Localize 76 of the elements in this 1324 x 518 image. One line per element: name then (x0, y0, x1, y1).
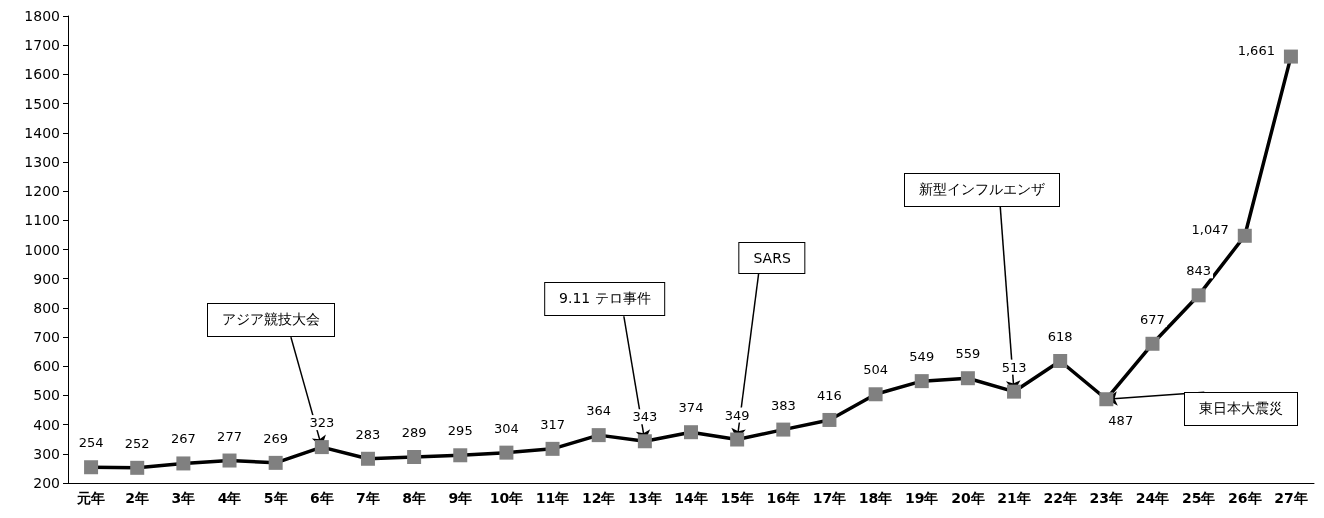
data-label: 487 (1108, 413, 1134, 429)
annotation: SARS (738, 241, 806, 274)
data-label: 416 (817, 387, 842, 403)
x-tick-label: 11年 (535, 490, 570, 506)
x-tick-label: 26年 (1228, 490, 1262, 506)
data-label: 343 (632, 409, 658, 425)
x-tick-label: 14年 (674, 490, 708, 506)
data-label: 252 (124, 435, 150, 451)
annotation: 東日本大震災 (1184, 392, 1299, 427)
data-label: 283 (355, 426, 381, 442)
x-tick-label: 24年 (1135, 490, 1170, 506)
data-label: 559 (955, 346, 981, 362)
data-label: 1,661 (1237, 42, 1275, 58)
annotation: 9.11 テロ事件 (544, 282, 666, 317)
y-tick-label: 1600 (24, 66, 60, 83)
data-label: 267 (170, 431, 196, 447)
x-tick-label: 16年 (766, 490, 801, 506)
y-tick-label: 700 (33, 329, 60, 346)
data-label: 374 (678, 400, 704, 416)
data-label: 677 (1140, 311, 1165, 327)
data-label: 618 (1047, 329, 1073, 344)
data-label: 277 (217, 428, 242, 444)
x-tick-label: 19年 (905, 490, 939, 506)
y-tick-label: 500 (33, 387, 60, 404)
y-tick-label: 1800 (24, 8, 60, 24)
x-tick-label: 15年 (720, 490, 754, 506)
x-tick-label: 20年 (951, 490, 985, 506)
x-tick-label: 3年 (171, 490, 196, 506)
x-tick-label: 13年 (628, 490, 662, 506)
y-tick-label: 1400 (24, 124, 60, 141)
x-tick-label: 元年 (76, 490, 106, 506)
x-tick-label: 7年 (356, 490, 380, 506)
x-tick-label: 4年 (217, 490, 242, 506)
data-label: 254 (78, 435, 104, 451)
y-tick-label: 1000 (24, 241, 60, 258)
x-tick-label: 12年 (581, 490, 616, 506)
x-tick-label: 17年 (812, 490, 847, 506)
y-tick-label: 1500 (24, 95, 60, 112)
y-tick-label: 300 (33, 445, 60, 462)
annotation: 新型インフルエンザ (904, 172, 1061, 207)
x-tick-label: 27年 (1274, 490, 1308, 506)
x-tick-label: 18年 (858, 490, 893, 506)
data-label: 323 (309, 415, 335, 431)
y-tick-label: 600 (33, 358, 60, 375)
y-tick-label: 400 (33, 416, 60, 433)
x-tick-label: 23年 (1089, 490, 1124, 506)
x-tick-label: 25年 (1181, 490, 1216, 506)
data-label: 504 (863, 362, 889, 378)
data-label: 269 (263, 430, 289, 446)
y-tick-label: 1200 (24, 183, 60, 200)
annotation: アジア競技大会 (206, 303, 335, 338)
y-tick-label: 1100 (24, 212, 60, 229)
data-label: 289 (401, 425, 427, 441)
x-tick-label: 10年 (489, 490, 524, 506)
x-tick-label: 9年 (448, 490, 473, 506)
data-label: 349 (724, 407, 750, 423)
data-label: 364 (586, 403, 612, 419)
x-tick-label: 22年 (1043, 490, 1077, 506)
y-tick-label: 1700 (24, 37, 60, 54)
x-tick-label: 8年 (402, 490, 426, 506)
data-label: 295 (447, 423, 473, 439)
y-tick-label: 200 (33, 475, 60, 491)
y-tick-label: 800 (33, 299, 60, 316)
y-tick-label: 1300 (24, 153, 60, 170)
x-tick-label: 6年 (309, 490, 334, 506)
data-label: 1,047 (1191, 221, 1229, 237)
y-tick-label: 900 (33, 270, 60, 287)
x-tick-label: 21年 (997, 490, 1031, 506)
data-label: 549 (909, 349, 935, 365)
data-label: 383 (770, 397, 796, 413)
x-tick-label: 2年 (125, 490, 150, 506)
data-label: 304 (493, 420, 519, 436)
data-label: 513 (1001, 359, 1027, 375)
data-label: 317 (540, 416, 565, 432)
x-tick-label: 5年 (263, 490, 288, 506)
data-label: 843 (1186, 263, 1212, 279)
